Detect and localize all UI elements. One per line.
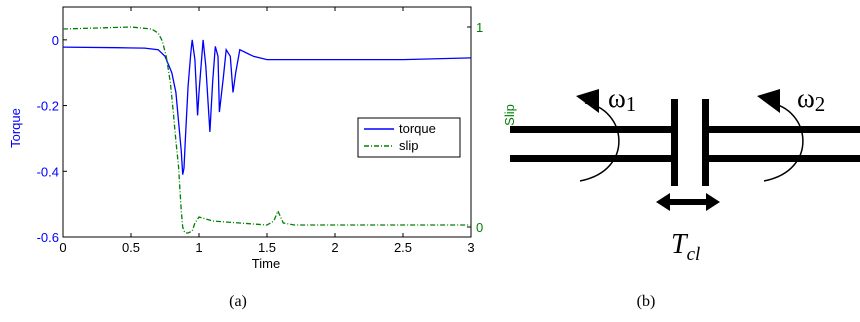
y-left-tick-label: 0: [52, 33, 59, 48]
x-tick-label: 0: [59, 240, 66, 255]
legend: torque slip: [357, 117, 461, 158]
clutch-plate-right: [702, 99, 709, 186]
x-tick-label: 1.5: [258, 240, 276, 255]
double-arrow-right-icon: [706, 193, 720, 211]
right-shaft-upper: [702, 126, 860, 133]
x-tick-label: 0.5: [122, 240, 140, 255]
double-arrow-left-icon: [656, 193, 670, 211]
right-shaft-lower: [702, 155, 860, 162]
clutch-torque-arrow-shaft: [667, 199, 711, 205]
tick-layer: 0 0.5 1 1.5 2 2.5 30-0.2-0.4-0.610: [37, 7, 483, 255]
legend-box: [357, 117, 461, 158]
x-tick-label: 1: [195, 240, 202, 255]
caption-b: (b): [637, 293, 656, 310]
y-left-tick-label: -0.4: [37, 164, 59, 179]
omega-2-symbol: ω2: [797, 83, 825, 116]
x-tick-label: 2: [331, 240, 338, 255]
torque-slip-chart: 0 0.5 1 1.5 2 2.5 30-0.2-0.4-0.610 Time Torque…: [8, 6, 517, 271]
x-tick-label: 2.5: [394, 240, 412, 255]
caption-a: (a): [229, 293, 247, 310]
omega-1-symbol: ω1: [608, 83, 636, 116]
left-shaft-lower: [510, 155, 678, 162]
y-axis-left-label: Torque: [8, 108, 23, 148]
series-line-torque: [62, 39, 472, 175]
x-tick-label: 3: [467, 240, 474, 255]
clutch-plate-left: [671, 99, 678, 186]
rotation-arrow-2-icon: [757, 89, 780, 113]
series-line-slip: [62, 26, 471, 234]
rotation-arrow-1-icon: [576, 89, 599, 113]
y-axis-right-label: Slip: [502, 104, 517, 126]
clutch-diagram: ω1 ω2 Tcl: [510, 83, 860, 265]
clutch-torque-label: Tcl: [671, 229, 700, 265]
legend-label-torque: torque: [399, 121, 436, 136]
series-layer: [62, 26, 472, 234]
rotation-arc-1: [579, 102, 620, 182]
legend-label-slip: slip: [399, 138, 419, 153]
x-axis-label: Time: [252, 256, 280, 271]
rotation-arc-2: [763, 102, 804, 182]
y-left-tick-label: -0.6: [37, 230, 59, 245]
left-shaft-upper: [510, 126, 678, 133]
y-right-tick-label: 1: [476, 20, 483, 35]
y-left-tick-label: -0.2: [37, 99, 59, 114]
y-right-tick-label: 0: [476, 220, 483, 235]
